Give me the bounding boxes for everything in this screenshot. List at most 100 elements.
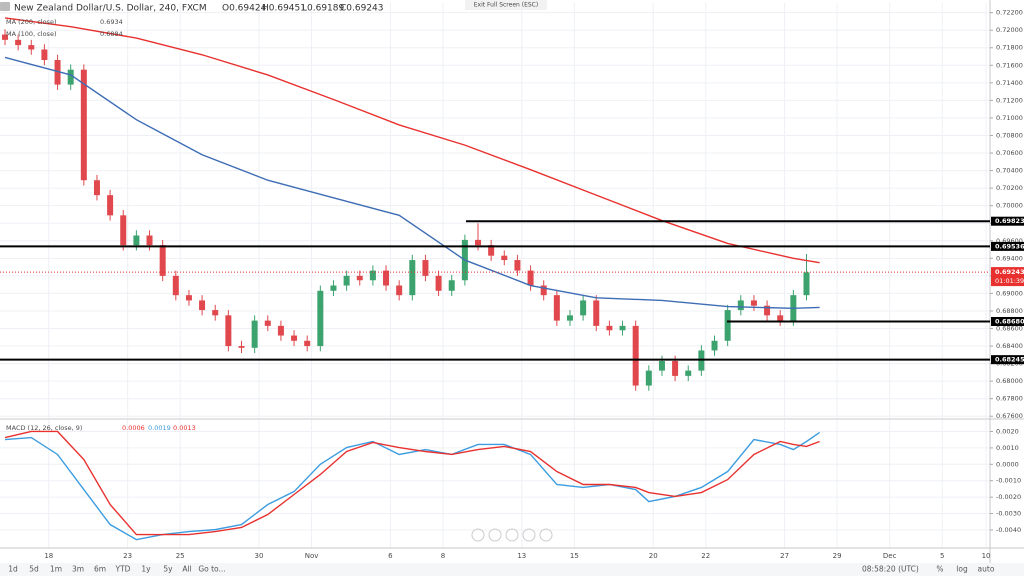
scale-option[interactable]: log xyxy=(956,565,968,574)
candle-body xyxy=(54,60,61,85)
candle-body xyxy=(514,260,521,271)
last-price-label: 0.69243 xyxy=(995,268,1024,276)
candle-body xyxy=(80,69,87,181)
nav-button[interactable] xyxy=(539,528,553,542)
y-tick-label: 0.72000 xyxy=(996,26,1023,34)
range-button[interactable]: YTD xyxy=(115,565,131,574)
candle-body xyxy=(645,370,652,386)
nav-button[interactable] xyxy=(522,528,536,542)
x-tick-label: 29 xyxy=(833,552,842,560)
candle-body xyxy=(488,245,495,256)
range-button[interactable]: Go to... xyxy=(198,565,225,574)
candle-body xyxy=(475,239,482,246)
candle-body xyxy=(28,45,35,50)
level-tag xyxy=(991,355,1024,365)
level-tag xyxy=(991,216,1024,226)
legend-name: MA (100, close) xyxy=(6,30,56,38)
candle-body xyxy=(330,285,337,291)
nav-button[interactable] xyxy=(505,528,519,542)
symbol-icon xyxy=(0,2,10,11)
candle-body xyxy=(764,305,771,316)
range-button[interactable]: All xyxy=(182,565,191,574)
x-tick-label: 10 xyxy=(982,552,991,560)
candle-body xyxy=(93,180,100,196)
y-tick-label: 0.70600 xyxy=(996,149,1023,157)
nav-button[interactable] xyxy=(471,528,485,542)
scale-option[interactable]: auto xyxy=(978,565,995,574)
legend-name: MA (200, close) xyxy=(6,18,56,26)
candle-body xyxy=(409,260,416,296)
candle-body xyxy=(1,34,8,40)
x-tick-label: 6 xyxy=(388,552,393,560)
last-price-tag xyxy=(991,267,1024,287)
x-tick-label: 20 xyxy=(649,552,658,560)
candle-body xyxy=(422,260,429,276)
y-tick-label: 0.70400 xyxy=(996,167,1023,175)
bottom-toolbar xyxy=(0,563,1024,576)
candle-body xyxy=(277,325,284,336)
grid xyxy=(0,3,990,548)
candle-body xyxy=(185,295,192,301)
y-tick-label: 0.71400 xyxy=(996,79,1023,87)
range-button[interactable]: 5d xyxy=(29,565,39,574)
candle-body xyxy=(317,290,324,347)
countdown: 01:01:39 xyxy=(995,277,1024,285)
nav-button[interactable] xyxy=(488,528,502,542)
candle-body xyxy=(15,39,22,46)
exit-fullscreen-label[interactable]: Exit Full Screen (ESC) xyxy=(474,2,538,9)
y-tick-label: 0.68600 xyxy=(996,325,1023,333)
candle-body xyxy=(435,275,442,291)
candle-body xyxy=(369,270,376,281)
symbol-title: New Zealand Dollar/U.S. Dollar, 240, FXC… xyxy=(14,4,207,14)
macd-legend-value: 0.0013 xyxy=(173,424,196,432)
candle-body xyxy=(343,275,350,286)
series-line xyxy=(4,431,821,541)
candle-body xyxy=(737,300,744,311)
series-line xyxy=(4,430,820,536)
macd-histogram-value: 0.0006 xyxy=(122,424,145,432)
candle-body xyxy=(448,280,455,291)
candle-body xyxy=(540,285,547,296)
range-button[interactable]: 3m xyxy=(72,565,84,574)
exit-fullscreen-button[interactable] xyxy=(465,0,547,10)
level-label: 0.69823 xyxy=(995,217,1024,225)
x-tick-label: 13 xyxy=(517,552,526,560)
range-button[interactable]: 1y xyxy=(141,565,151,574)
candle-body xyxy=(356,275,363,281)
candle-body xyxy=(251,320,258,348)
y-tick-label: 0.71000 xyxy=(996,114,1023,122)
y-tick-label: 0.69400 xyxy=(996,254,1023,262)
range-button[interactable]: 1d xyxy=(8,565,18,574)
range-button[interactable]: 6m xyxy=(94,565,106,574)
x-tick-label: 18 xyxy=(44,552,53,560)
range-button[interactable]: 1m xyxy=(50,565,62,574)
y-tick-label: 0.70800 xyxy=(996,131,1023,139)
series-line xyxy=(4,17,820,264)
candle-body xyxy=(304,340,311,347)
candle-body xyxy=(396,285,403,296)
y-tick-label: 0.0020 xyxy=(996,427,1019,435)
x-tick-label: 15 xyxy=(570,552,579,560)
range-button[interactable]: 5y xyxy=(163,565,173,574)
y-tick-label: -0.0020 xyxy=(996,493,1021,501)
scale-option[interactable]: % xyxy=(936,565,943,574)
candle-body xyxy=(199,300,206,311)
macd-navigation xyxy=(471,528,553,542)
y-tick-label: 0.71600 xyxy=(996,61,1023,69)
candle-body xyxy=(264,320,271,326)
candle-body xyxy=(527,270,534,286)
x-tick-label: Nov xyxy=(305,552,319,560)
candle-body xyxy=(619,325,626,331)
ohlc-close: C0.69243 xyxy=(340,4,384,14)
y-tick-label: 0.69000 xyxy=(996,289,1023,297)
ohlc-low: L0.69189 xyxy=(302,4,345,14)
y-tick-label: 0.68400 xyxy=(996,342,1023,350)
y-tick-label: 0.68800 xyxy=(996,307,1023,315)
candle-body xyxy=(120,215,127,246)
candle-body xyxy=(632,325,639,386)
candle-body xyxy=(291,335,298,341)
x-tick-label: 27 xyxy=(780,552,789,560)
level-tag xyxy=(991,316,1024,326)
candle-body xyxy=(672,360,679,376)
